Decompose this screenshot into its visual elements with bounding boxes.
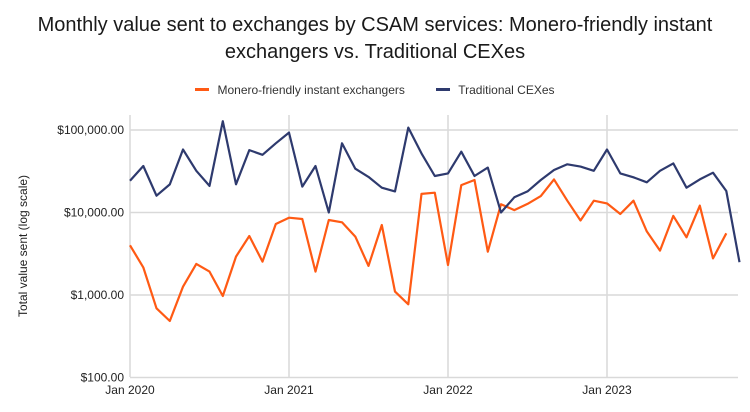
legend: Monero-friendly instant exchangers Tradi… (0, 80, 750, 97)
chart-title-line-1: Monthly value sent to exchanges by CSAM … (37, 14, 713, 36)
x-tick-label: Jan 2021 (264, 383, 314, 397)
x-tick-label: Jan 2022 (423, 383, 473, 397)
legend-item-cex: Traditional CEXes (436, 82, 555, 97)
legend-swatch (436, 88, 451, 91)
x-tick-label: Jan 2020 (105, 383, 155, 397)
series-line-0 (129, 178, 728, 323)
y-axis-label: Total value sent (log scale) (16, 175, 30, 317)
series-line-1 (129, 120, 741, 263)
y-tick-label: $10,000.00 (64, 206, 124, 220)
x-tick-label: Jan 2023 (582, 383, 632, 397)
legend-item-monero: Monero-friendly instant exchangers (195, 82, 405, 97)
chart-title-line-2: exchangers vs. Traditional CEXes (224, 41, 526, 63)
y-tick-label: $100,000.00 (57, 123, 124, 137)
y-tick-label: $100.00 (81, 371, 125, 385)
y-tick-label: $1,000.00 (71, 288, 125, 302)
legend-label: Monero-friendly instant exchangers (217, 82, 405, 97)
legend-label: Traditional CEXes (458, 82, 555, 97)
legend-swatch (195, 88, 210, 91)
chart-title: Monthly value sent to exchanges by CSAM … (0, 12, 750, 66)
